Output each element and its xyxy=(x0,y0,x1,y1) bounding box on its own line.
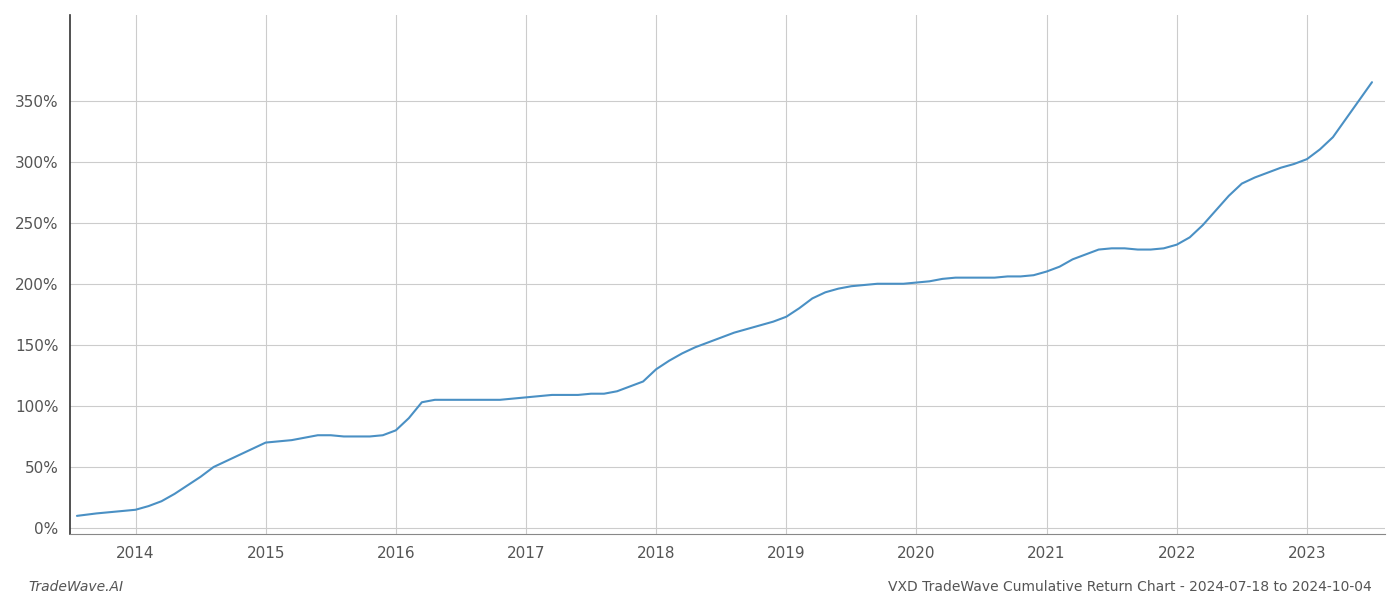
Text: VXD TradeWave Cumulative Return Chart - 2024-07-18 to 2024-10-04: VXD TradeWave Cumulative Return Chart - … xyxy=(888,580,1372,594)
Text: TradeWave.AI: TradeWave.AI xyxy=(28,580,123,594)
